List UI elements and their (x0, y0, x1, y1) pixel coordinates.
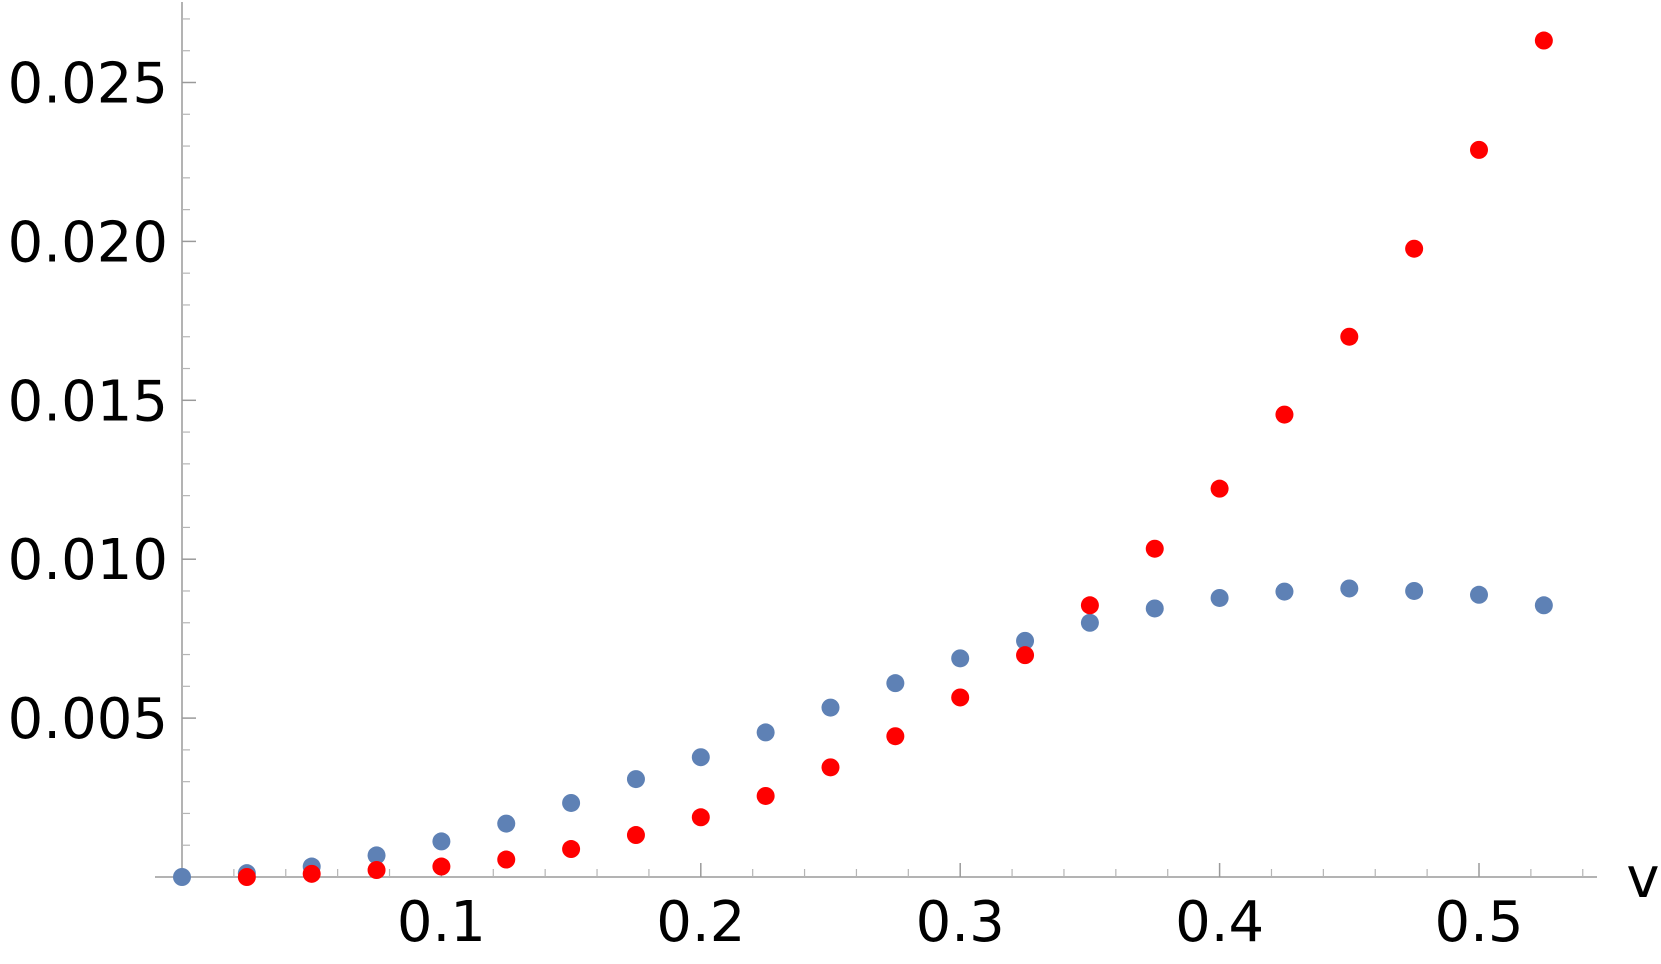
series-1-point (756, 723, 775, 742)
y-tick-label: 0.010 (8, 528, 168, 593)
series-1-point (1145, 599, 1164, 618)
series-2-point (237, 868, 256, 886)
series-1-point (626, 770, 645, 789)
series-2-point (1340, 327, 1359, 346)
series-2-point (1210, 479, 1229, 498)
series-1-point (1210, 588, 1229, 607)
series-2-point (367, 861, 386, 880)
series-1-point (1340, 579, 1359, 598)
series-2-point (562, 840, 581, 859)
series-1-point (691, 748, 710, 767)
series-1-point (1534, 596, 1553, 615)
y-ticks: 0.005 0.010 0.015 0.020 0.025 (8, 18, 196, 846)
axes: 0.1 0.2 0.3 0.4 0.5 0.005 0.010 0.015 0.020 0.02… (8, 2, 1660, 955)
series-1-point (367, 846, 386, 865)
series-1-point (1016, 631, 1035, 650)
series-2-point (1470, 140, 1488, 159)
series-2-point (821, 758, 840, 777)
series-1-point (1080, 613, 1099, 632)
series-2-point (886, 727, 905, 746)
series-2-point (497, 850, 516, 869)
series-1-point (1470, 585, 1488, 604)
y-tick-label: 0.025 (8, 52, 168, 117)
x-tick-label: 0.1 (397, 890, 486, 955)
series-1-point (432, 832, 451, 851)
series-1-point (497, 814, 516, 833)
series-1-point (886, 674, 905, 693)
series-1-point (821, 698, 840, 717)
x-ticks: 0.1 0.2 0.3 0.4 0.5 (233, 863, 1584, 955)
x-tick-label: 0.3 (916, 890, 1005, 955)
series-1-point (173, 868, 191, 886)
x-tick-label: 0.2 (656, 890, 745, 955)
series-2-point (1080, 596, 1099, 615)
series-2-point (756, 786, 775, 805)
series-2-point (1145, 539, 1164, 558)
series-1-point (951, 649, 970, 668)
series-2-point (1016, 646, 1035, 665)
series-2-point (302, 864, 321, 883)
data-points (173, 31, 1553, 886)
series-2-point (1405, 239, 1424, 258)
series-2-point (626, 826, 645, 845)
series-2-point (691, 808, 710, 827)
x-axis-label: v (1626, 846, 1659, 911)
y-tick-label: 0.020 (8, 210, 168, 275)
series-1-point (562, 793, 581, 812)
x-tick-label: 0.4 (1175, 890, 1264, 955)
y-tick-label: 0.015 (8, 369, 168, 434)
series-2-point (1534, 31, 1553, 50)
series-1-point (1405, 581, 1424, 600)
series-1-point (1275, 582, 1294, 601)
y-tick-label: 0.005 (8, 687, 168, 752)
series-2-point (432, 857, 451, 876)
series-2-point (951, 688, 970, 707)
series-2-point (1275, 405, 1294, 424)
x-tick-label: 0.5 (1434, 890, 1523, 955)
